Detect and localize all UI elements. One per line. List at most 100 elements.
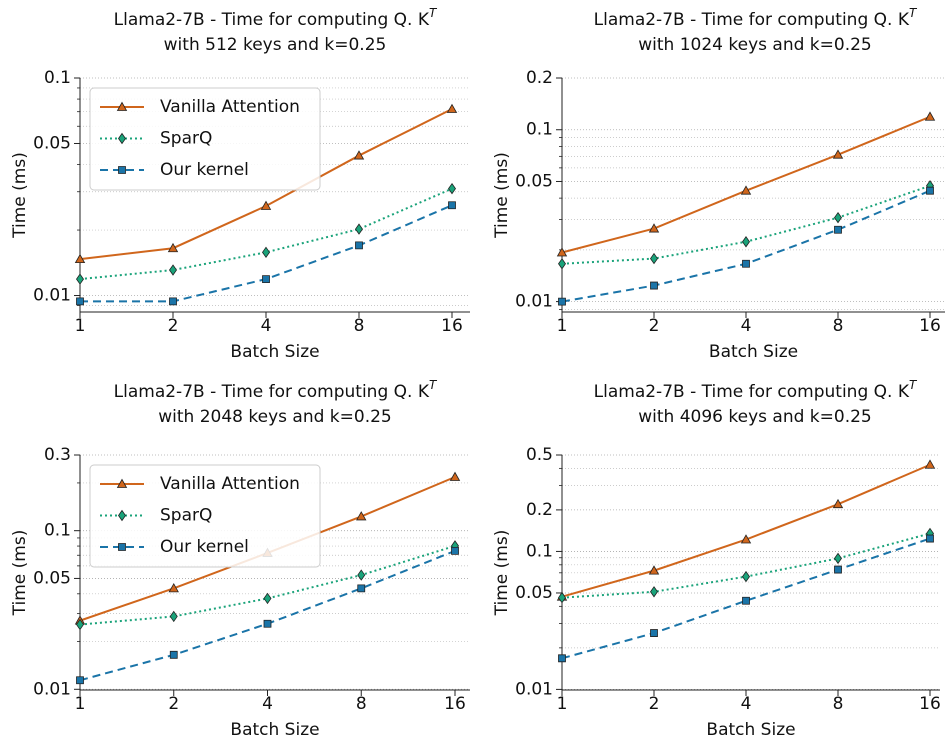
chart-title-text: Llama2-7B - Time for computing Q. K [114, 10, 430, 30]
point [558, 258, 566, 270]
point [169, 297, 177, 306]
chart-title-superscript: T [909, 6, 918, 20]
x-tick-label: 4 [262, 694, 273, 714]
legend-label: SparQ [160, 129, 212, 149]
chart-subtitle: with 4096 keys and k=0.25 [638, 407, 871, 427]
point [262, 246, 270, 259]
point [740, 534, 752, 544]
series-line [561, 184, 931, 265]
y-tick-label: 0.01 [515, 292, 553, 312]
legend-label: Our kernel [160, 160, 249, 180]
point [834, 225, 842, 234]
y-axis-label: Time (ms) [10, 530, 30, 617]
point [558, 592, 566, 604]
point [76, 273, 84, 285]
legend-label: Vanilla Attention [160, 474, 300, 494]
point [650, 629, 658, 637]
point [356, 511, 367, 521]
x-axis-label: Batch Size [230, 342, 319, 362]
point [168, 583, 179, 593]
point [742, 570, 750, 583]
x-tick-label: 8 [356, 694, 367, 714]
point [357, 584, 366, 593]
x-tick-label: 1 [75, 316, 86, 336]
chart-title-text: Llama2-7B - Time for computing Q. K [594, 382, 910, 402]
point [76, 297, 84, 306]
point [448, 182, 456, 195]
legend-label: Vanilla Attention [160, 97, 300, 117]
x-tick-label: 1 [75, 694, 86, 714]
x-tick-label: 16 [919, 694, 941, 714]
x-tick-label: 8 [833, 316, 844, 336]
point [742, 236, 750, 248]
point [76, 618, 84, 631]
legend-marker [118, 132, 126, 145]
point [556, 247, 568, 257]
y-tick-label: 0.1 [526, 120, 553, 140]
x-axis-label: Batch Size [230, 720, 319, 740]
legend-marker [118, 509, 126, 522]
chart-title-text: Llama2-7B - Time for computing Q. K [114, 382, 430, 402]
point [451, 546, 459, 555]
point [353, 150, 365, 160]
point [355, 223, 363, 235]
chart-title-text: Llama2-7B - Time for computing Q. K [594, 10, 910, 30]
point [262, 275, 270, 283]
x-tick-label: 16 [919, 316, 941, 336]
x-tick-label: 2 [649, 316, 660, 336]
point [650, 252, 658, 265]
series-line [79, 549, 456, 682]
y-tick-label: 0.01 [33, 286, 71, 306]
chart-subtitle: with 512 keys and k=0.25 [164, 35, 387, 55]
point [924, 459, 936, 469]
point [742, 259, 750, 268]
point [167, 242, 179, 253]
x-tick-label: 2 [168, 316, 179, 336]
point [558, 297, 566, 306]
point [169, 610, 178, 623]
x-axis-label: Batch Size [709, 342, 798, 362]
y-tick-label: 0.01 [33, 679, 71, 699]
legend-marker [116, 478, 128, 488]
point [650, 586, 658, 598]
point [74, 253, 86, 264]
point [648, 223, 660, 233]
x-tick-label: 4 [741, 694, 752, 714]
chart-title-superscript: T [429, 6, 438, 20]
legend-marker [118, 543, 126, 551]
x-tick-label: 2 [649, 694, 660, 714]
point [263, 619, 272, 628]
chart-title: Llama2-7B - Time for computing Q. KT [594, 6, 918, 31]
legend-marker [116, 101, 128, 111]
point [449, 471, 461, 481]
point [446, 103, 458, 113]
chart-title: Llama2-7B - Time for computing Q. KT [114, 378, 438, 403]
y-tick-label: 0.05 [515, 583, 553, 603]
point [742, 596, 750, 605]
point [357, 569, 366, 581]
x-tick-label: 1 [557, 694, 568, 714]
y-tick-label: 0.3 [44, 445, 71, 465]
point [834, 565, 842, 574]
x-tick-label: 4 [261, 316, 272, 336]
legend-marker [118, 166, 126, 174]
y-axis-label: Time (ms) [492, 530, 512, 617]
x-tick-label: 8 [833, 694, 844, 714]
chart-title: Llama2-7B - Time for computing Q. KT [594, 378, 918, 403]
x-tick-label: 4 [741, 316, 752, 336]
y-tick-label: 0.2 [526, 68, 553, 88]
y-axis-label: Time (ms) [10, 152, 30, 239]
y-tick-label: 0.05 [515, 171, 553, 191]
x-tick-label: 2 [168, 694, 179, 714]
chart-subtitle: with 2048 keys and k=0.25 [158, 407, 391, 427]
chart-title-superscript: T [909, 378, 918, 392]
y-axis-label: Time (ms) [492, 152, 512, 239]
point [76, 676, 84, 685]
chart-subtitle: with 1024 keys and k=0.25 [638, 35, 871, 55]
point [832, 498, 844, 509]
y-tick-label: 0.5 [526, 445, 553, 465]
y-tick-label: 0.2 [526, 500, 553, 520]
point [834, 211, 842, 224]
x-axis-label: Batch Size [706, 720, 795, 740]
